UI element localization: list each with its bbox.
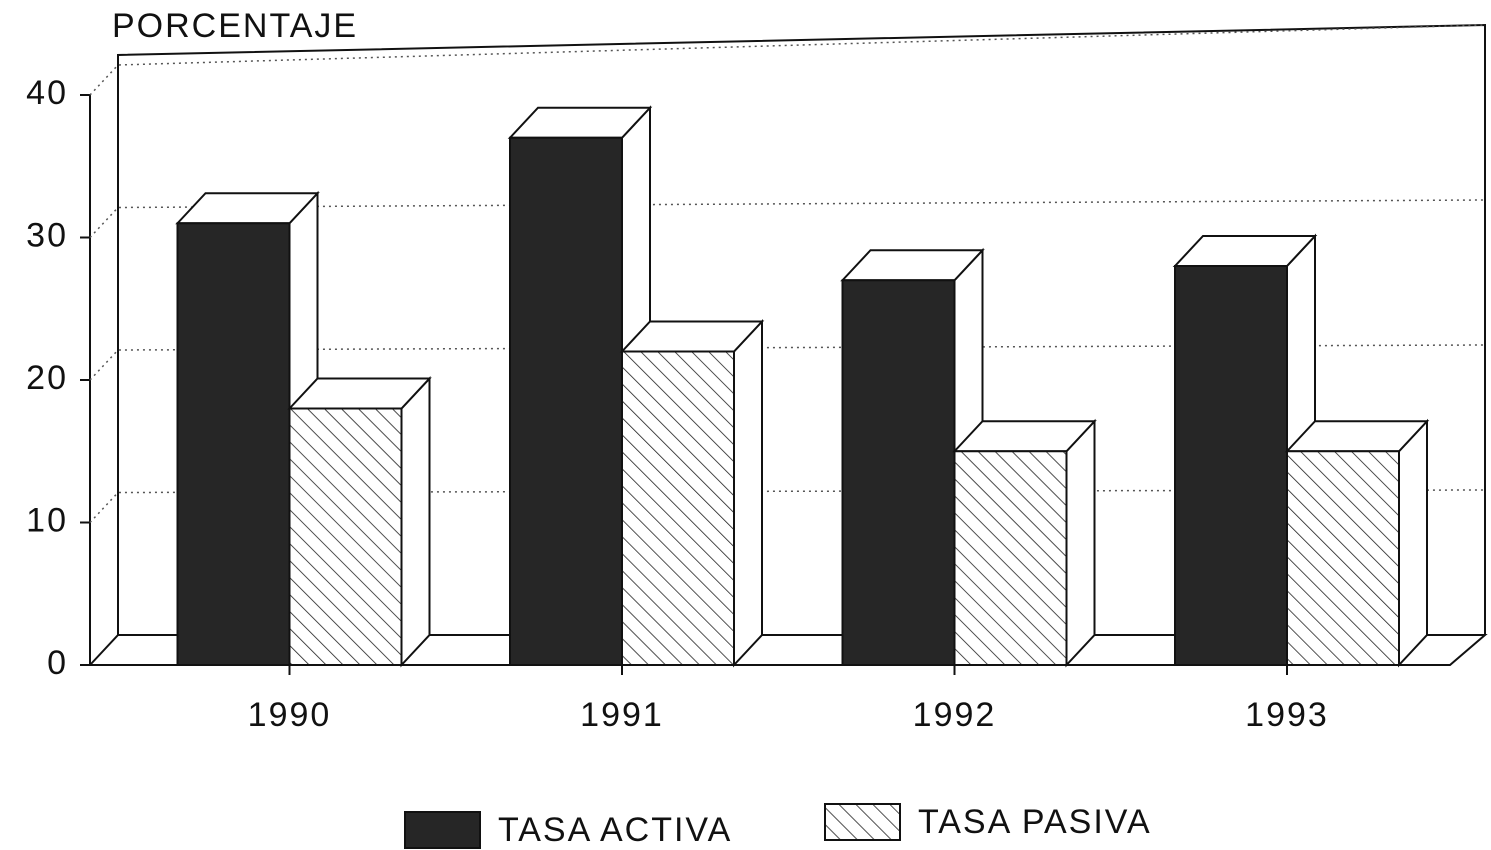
y-tick-label: 0 (47, 644, 68, 682)
y-tick-label: 20 (26, 359, 68, 397)
grid-line (89, 199, 1486, 239)
y-axis-label: PORCENTAJE (112, 7, 358, 45)
legend-swatch (824, 803, 901, 841)
legend-label: TASA ACTIVA (498, 811, 732, 849)
y-tick-label: 30 (26, 216, 68, 254)
bar (841, 279, 956, 666)
grid-line (89, 344, 1486, 381)
x-tick-label: 1993 (1245, 696, 1329, 734)
x-tick-label: 1992 (913, 696, 997, 734)
legend-label: TASA PASIVA (918, 803, 1152, 841)
bar (621, 350, 735, 666)
y-tick-label: 10 (26, 501, 68, 539)
x-tick-label: 1990 (248, 696, 332, 734)
legend-swatch (404, 811, 481, 849)
back-wall (89, 23, 1486, 666)
bar-side (400, 375, 431, 668)
grid-line (89, 24, 1486, 96)
bar (509, 136, 623, 666)
y-tick-label: 40 (26, 74, 68, 112)
bar-side (1065, 418, 1096, 668)
bar (953, 450, 1068, 666)
floor (90, 634, 1488, 666)
bar-side (733, 318, 763, 668)
bar (1174, 265, 1288, 666)
bar (176, 222, 291, 666)
bar (288, 407, 403, 666)
bar-side (1398, 418, 1428, 668)
x-tick-label: 1991 (580, 696, 664, 734)
grid-line (89, 489, 1486, 524)
bar (1286, 450, 1400, 666)
